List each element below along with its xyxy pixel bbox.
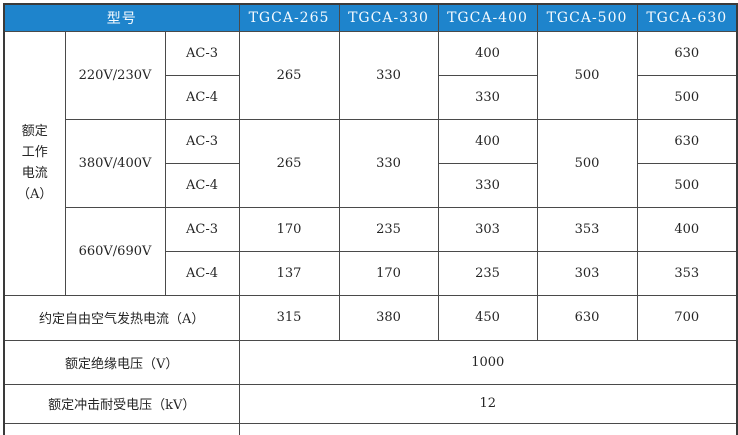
value-cell: 170 <box>338 250 439 296</box>
value-cell: 630 <box>536 294 638 341</box>
value-cell: 315 <box>238 294 340 341</box>
value-cell: 235 <box>437 250 538 296</box>
ac4-label-cell: AC-4 <box>164 250 240 296</box>
row-380-ac3: 380V/400V AC-3 265 330 400 500 630 <box>4 118 738 208</box>
value-cell: 353 <box>536 206 638 252</box>
ac4-label-cell: AC-4 <box>164 74 240 120</box>
rated-current-label-line: 工作 <box>21 145 48 160</box>
rated-current-label-cell: 额定 工作 电流 （A） <box>3 30 66 296</box>
impulse-voltage-label-cell: 额定冲击耐受电压（kV） <box>3 383 240 424</box>
value-cell: 400 <box>437 30 538 76</box>
col-header-tgca-330: TGCA-330 <box>338 3 439 32</box>
value-cell: 330 <box>338 30 439 120</box>
value-cell: 235 <box>338 206 439 252</box>
value-cell: 330 <box>437 74 538 120</box>
value-cell: 265 <box>238 118 340 208</box>
value-cell: 630 <box>636 30 738 76</box>
col-header-tgca-630: TGCA-630 <box>636 3 738 32</box>
row-380-ac4: AC-4 330 500 <box>4 162 738 208</box>
insulation-voltage-value-cell: 1000 <box>238 339 738 385</box>
row-220-ac3: 额定 工作 电流 （A） 220V/230V AC-3 265 330 400 … <box>3 30 738 296</box>
ac3-label-cell: AC-3 <box>164 206 240 252</box>
value-cell: 353 <box>636 250 738 296</box>
rated-current-label-line: 电流 <box>21 166 48 181</box>
ac3-label-cell: AC-3 <box>164 118 240 164</box>
row-thermal-current: 约定自由空气发热电流（A） 315 380 450 630 700 <box>3 294 738 341</box>
value-cell: 170 <box>238 206 340 252</box>
voltage-660-cell: 660V/690V <box>64 206 166 296</box>
header-row: 型号 TGCA-265 TGCA-330 TGCA-400 TGCA-500 T… <box>3 3 738 32</box>
row-insulation-voltage: 额定绝缘电压（V） 1000 <box>3 339 738 385</box>
ac4-label-cell: AC-4 <box>164 162 240 208</box>
value-cell: 137 <box>238 250 340 296</box>
value-cell: 303 <box>536 250 638 296</box>
value-cell: 500 <box>636 74 738 120</box>
value-cell: 330 <box>437 162 538 208</box>
value-cell: 700 <box>636 294 738 341</box>
value-cell: 330 <box>338 118 439 208</box>
insulation-voltage-label-cell: 额定绝缘电压（V） <box>3 339 240 385</box>
value-cell: 500 <box>536 118 638 208</box>
voltage-380-cell: 380V/400V <box>64 118 166 208</box>
row-impulse-voltage: 额定冲击耐受电压（kV） 12 <box>3 383 738 424</box>
value-cell: 400 <box>437 118 538 164</box>
row-660-ac4: AC-4 137 170 235 303 353 <box>4 250 738 296</box>
empty-cell <box>3 422 240 435</box>
spec-table: 型号 TGCA-265 TGCA-330 TGCA-400 TGCA-500 T… <box>3 3 738 435</box>
value-cell: 500 <box>536 30 638 120</box>
value-cell: 500 <box>636 162 738 208</box>
value-cell: 630 <box>636 118 738 164</box>
col-header-tgca-400: TGCA-400 <box>437 3 538 32</box>
row-220-ac4: AC-4 330 500 <box>4 74 738 120</box>
rated-current-label-line: （A） <box>17 187 53 202</box>
value-cell: 380 <box>338 294 439 341</box>
empty-cell <box>238 422 738 435</box>
value-cell: 303 <box>437 206 538 252</box>
ac3-label-cell: AC-3 <box>164 30 240 76</box>
row-660-ac3: 660V/690V AC-3 170 235 303 353 400 <box>4 206 738 296</box>
voltage-220-cell: 220V/230V <box>64 30 166 120</box>
row-partial-cutoff <box>3 422 738 435</box>
value-cell: 265 <box>238 30 340 120</box>
impulse-voltage-value-cell: 12 <box>238 383 738 424</box>
col-header-tgca-265: TGCA-265 <box>238 3 340 32</box>
model-header-cell: 型号 <box>3 3 240 32</box>
value-cell: 400 <box>636 206 738 252</box>
thermal-current-label-cell: 约定自由空气发热电流（A） <box>3 294 240 341</box>
rated-current-label-line: 额定 <box>21 124 48 139</box>
value-cell: 450 <box>437 294 538 341</box>
col-header-tgca-500: TGCA-500 <box>536 3 638 32</box>
